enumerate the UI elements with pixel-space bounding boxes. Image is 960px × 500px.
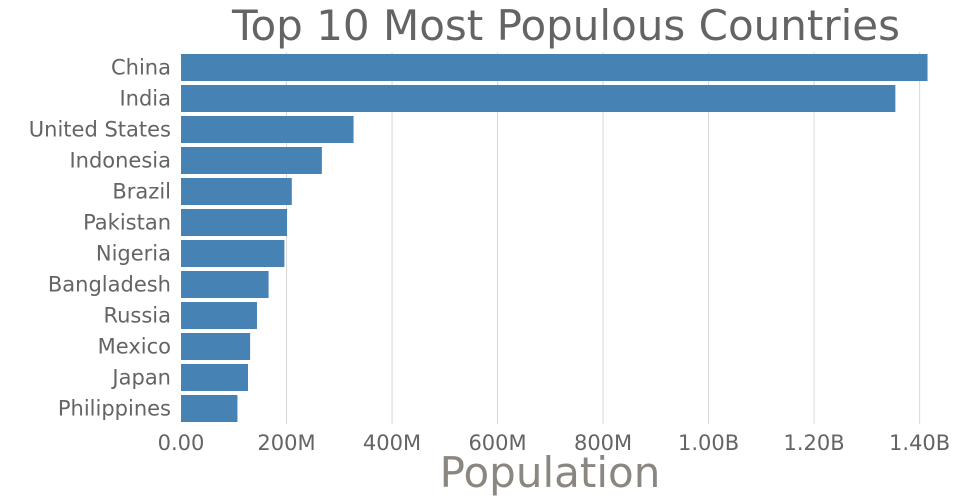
bar-brazil [181,178,292,205]
bar-mexico [181,333,251,360]
category-label: Mexico [98,335,171,359]
bar-russia [181,302,257,329]
category-label: Philippines [58,397,171,421]
category-label: Nigeria [96,242,171,266]
x-tick-label: 0.00 [158,431,205,455]
bar-india [181,85,896,112]
category-label: Bangladesh [48,273,171,297]
category-label: India [119,87,171,111]
x-tick-label: 1.40B [889,431,950,455]
category-label: United States [29,118,171,142]
x-axis-label: Population [440,448,661,497]
x-tick-label: 1.20B [784,431,845,455]
gridlines [286,52,921,424]
category-labels: China India United States Indonesia Brazil Pa… [29,56,171,421]
bar-japan [181,364,249,391]
bar-philippines [181,395,238,422]
bar-china [181,54,928,81]
chart-title: Top 10 Most Populous Countries [231,1,900,50]
bar-united-states [181,116,354,143]
bars [181,54,928,422]
category-label: Pakistan [83,211,171,235]
category-label: Indonesia [69,149,171,173]
x-axis-tick-labels: 0.00 200M 400M 600M 800M 1.00B 1.20B 1.40B [158,431,951,455]
x-tick-label: 400M [363,431,421,455]
category-label: Japan [110,366,171,390]
category-label: China [111,56,171,80]
bar-indonesia [181,147,322,174]
bar-bangladesh [181,271,269,298]
bar-pakistan [181,209,288,236]
category-label: Brazil [112,180,171,204]
x-tick-label: 1.00B [678,431,739,455]
x-tick-label: 600M [468,431,526,455]
category-label: Russia [103,304,171,328]
x-tick-label: 800M [574,431,632,455]
x-tick-label: 200M [257,431,315,455]
bar-nigeria [181,240,285,267]
